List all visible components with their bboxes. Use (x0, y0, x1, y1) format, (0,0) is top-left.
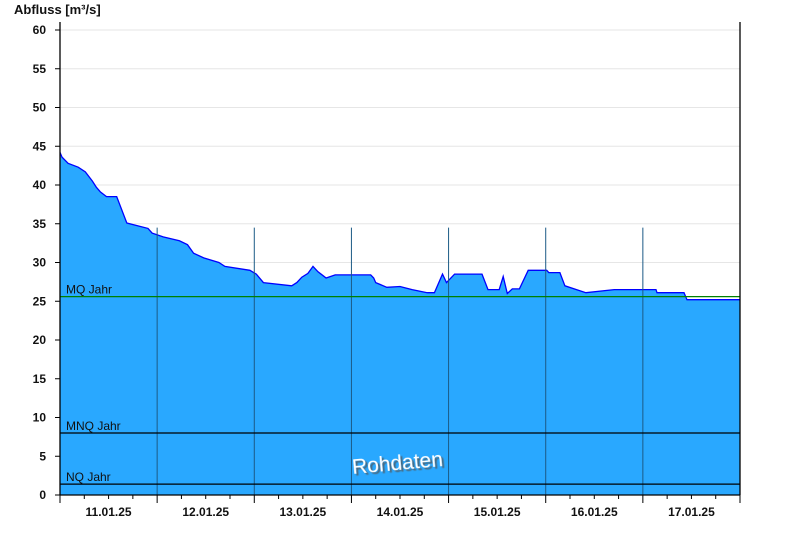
y-tick-label: 35 (33, 217, 47, 231)
y-tick-label: 40 (33, 178, 47, 192)
y-tick-label: 25 (33, 294, 47, 308)
x-tick-label: 12.01.25 (182, 505, 229, 519)
y-tick-label: 0 (39, 488, 46, 502)
x-tick-label: 13.01.25 (279, 505, 326, 519)
y-tick-label: 20 (33, 333, 47, 347)
y-tick-label: 60 (33, 23, 47, 37)
x-tick-label: 11.01.25 (86, 505, 132, 519)
x-tick-label: 14.01.25 (377, 505, 424, 519)
y-tick-label: 5 (39, 449, 46, 463)
reference-label: NQ Jahr (66, 470, 111, 484)
y-tick-label: 50 (33, 101, 47, 115)
discharge-line (59, 152, 740, 301)
x-tick-label: 17.01.25 (668, 505, 715, 519)
y-tick-label: 45 (33, 139, 47, 153)
y-axis-label: Abfluss [m³/s] (14, 2, 101, 17)
y-tick-label: 10 (33, 411, 47, 425)
x-tick-label: 16.01.25 (571, 505, 618, 519)
x-tick-label: 15.01.25 (474, 505, 521, 519)
y-tick-label: 30 (33, 256, 47, 270)
reference-label: MQ Jahr (66, 283, 112, 297)
discharge-area (60, 152, 740, 495)
day-separators (156, 227, 644, 495)
reference-lines: MQ Jahr MNQ Jahr NQ Jahr (60, 283, 740, 485)
reference-label: MNQ Jahr (66, 419, 121, 433)
axes: 0 5 10 15 20 25 30 35 40 45 50 55 60 11.01.25 12.01.25… (33, 22, 741, 519)
y-tick-label: 15 (33, 372, 47, 386)
y-tick-label: 55 (33, 62, 47, 76)
